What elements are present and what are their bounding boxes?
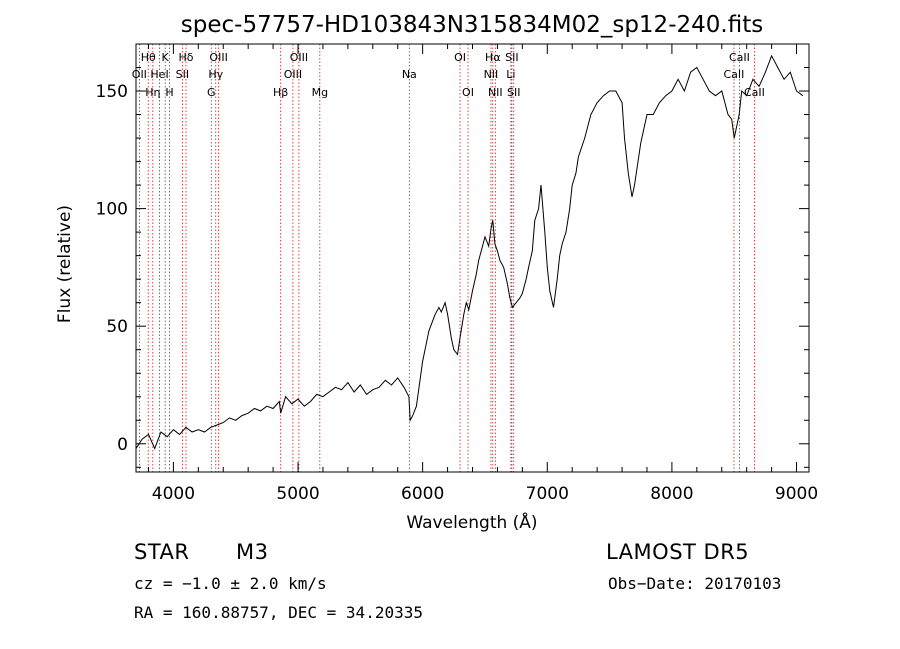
spectral-line-labels: OII Hθ Hη HeI K H Hδ SII G Hγ OIII Hβ OIII OIII Mg Na OI…: [132, 51, 765, 99]
spectral-line-label-8: G: [207, 86, 216, 99]
y-axis-label: Flux (relative): [55, 205, 75, 323]
spectral-line-label-17: OI: [462, 86, 474, 99]
x-tick-label-4000: 4000: [152, 484, 195, 504]
x-axis-label: Wavelength (Å): [406, 511, 537, 533]
x-tick-label-6000: 6000: [401, 484, 444, 504]
spectral-line-label-21: Li: [506, 68, 515, 81]
spectral-line-label-18: NII: [484, 68, 499, 81]
spectral-line-label-5: H: [165, 86, 173, 99]
spectral-line-label-23: SII: [507, 86, 520, 99]
x-tick-label-9000: 9000: [775, 484, 818, 504]
y-tick-label-50: 50: [106, 317, 128, 337]
spectral-line-markers: [138, 44, 755, 472]
redshift-cz: cz = −1.0 ± 2.0 km/s: [134, 574, 327, 593]
chart-title: spec-57757-HD103843N315834M02_sp12-240.f…: [181, 12, 763, 38]
spectral-line-label-24: CaII: [724, 68, 745, 81]
spectral-line-label-3: HeI: [150, 68, 168, 81]
spectral-line-label-14: Mg: [312, 86, 328, 99]
plot-frame: [135, 43, 810, 473]
spectral-line-label-15: Na: [402, 68, 417, 81]
spectral-line-label-20: NII: [488, 86, 503, 99]
y-tick-label-0: 0: [117, 435, 128, 455]
observation-date: Obs−Date: 20170103: [608, 574, 782, 593]
ra-dec: RA = 160.88757, DEC = 34.20335: [134, 603, 423, 622]
spectral-line-label-12: OIII: [284, 68, 302, 81]
x-tick-label-5000: 5000: [276, 484, 319, 504]
spectral-line-label-1: Hθ: [141, 51, 156, 64]
spectral-line-label-2: Hη: [145, 86, 160, 99]
x-tick-label-8000: 8000: [650, 484, 693, 504]
spectral-line-label-11: Hβ: [273, 86, 288, 99]
spectral-line-label-10: OIII: [209, 51, 227, 64]
spectral-line-label-0: OII: [132, 68, 147, 81]
spectrum-series-line: [135, 54, 804, 450]
axis-ticks: [136, 43, 809, 472]
spectral-line-label-22: SII: [505, 51, 518, 64]
spectral-line-label-4: K: [162, 51, 170, 64]
spectral-line-label-19: Hα: [485, 51, 501, 64]
spectral-line-label-6: Hδ: [178, 51, 193, 64]
spectral-line-label-25: CaII: [729, 51, 750, 64]
object-subclass: M3: [236, 540, 269, 564]
spectral-line-label-9: Hγ: [208, 68, 223, 81]
y-tick-label-150: 150: [96, 82, 128, 102]
spectral-line-label-16: OI: [454, 51, 466, 64]
spectral-line-label-26: CaII: [744, 86, 765, 99]
survey-name: LAMOST DR5: [606, 540, 750, 564]
x-tick-label-7000: 7000: [526, 484, 569, 504]
spectral-line-label-13: OIII: [290, 51, 308, 64]
object-class: STAR: [134, 540, 190, 564]
spectral-line-label-7: SII: [176, 68, 189, 81]
y-tick-label-100: 100: [96, 200, 128, 220]
axis-tick-labels: 4000 5000 6000 7000 8000 9000 0 50 100 150: [96, 82, 819, 504]
